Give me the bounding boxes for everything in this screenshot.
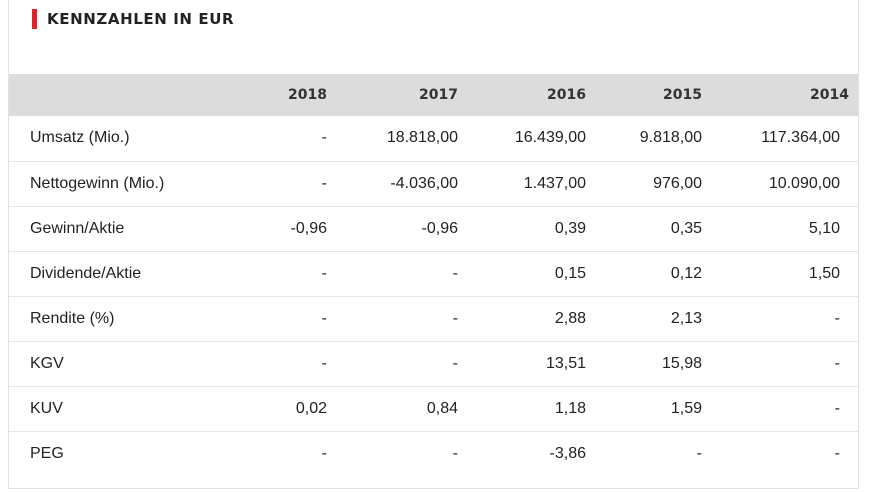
cell-value: 16.439,00 xyxy=(514,129,586,147)
cell-value: 0,39 xyxy=(554,219,586,237)
cell-value: 0,02 xyxy=(295,399,327,417)
cell-value: 117.364,00 xyxy=(761,129,840,147)
column-header-2018: 2018 xyxy=(288,87,327,103)
cell-value: 2,13 xyxy=(670,309,702,327)
cell-value: - xyxy=(321,129,327,147)
cell-value: - xyxy=(834,399,840,417)
cell-value: - xyxy=(321,309,327,327)
row-label: PEG xyxy=(30,444,64,462)
cell-value: 2,88 xyxy=(554,309,586,327)
cell-value: -0,96 xyxy=(421,219,458,237)
cell-value: 10.090,00 xyxy=(768,174,840,192)
cell-value: - xyxy=(321,264,327,282)
cell-value: - xyxy=(452,264,458,282)
cell-value: - xyxy=(834,444,840,462)
row-label: Dividende/Aktie xyxy=(30,264,142,282)
cell-value: 1,59 xyxy=(670,399,702,417)
cell-value: 0,15 xyxy=(554,264,586,282)
cell-value: 9.818,00 xyxy=(639,129,702,147)
table-row: KGV - - 13,51 15,98 - xyxy=(9,341,858,386)
table-row: Nettogewinn (Mio.) - -4.036,00 1.437,00 … xyxy=(9,161,858,206)
cell-value: 1,50 xyxy=(808,264,840,282)
cell-value: - xyxy=(834,354,840,372)
section-heading: KENNZAHLEN IN EUR xyxy=(32,9,234,29)
cell-value: - xyxy=(452,354,458,372)
table-row: KUV 0,02 0,84 1,18 1,59 - xyxy=(9,386,858,431)
cell-value: 0,35 xyxy=(670,219,702,237)
row-label: KUV xyxy=(30,399,63,417)
row-label: KGV xyxy=(30,354,64,372)
table-row: Gewinn/Aktie -0,96 -0,96 0,39 0,35 5,10 xyxy=(9,206,858,251)
cell-value: 15,98 xyxy=(661,354,702,372)
table-row: Dividende/Aktie - - 0,15 0,12 1,50 xyxy=(9,251,858,296)
cell-value: 976,00 xyxy=(653,174,702,192)
row-label: Nettogewinn (Mio.) xyxy=(30,174,165,192)
cell-value: 0,84 xyxy=(426,399,458,417)
heading-accent-bar xyxy=(32,9,37,29)
cell-value: 13,51 xyxy=(545,354,586,372)
row-label: Umsatz (Mio.) xyxy=(30,129,130,147)
cell-value: 1,18 xyxy=(554,399,586,417)
table-row: PEG - - -3,86 - - xyxy=(9,431,858,476)
cell-value: -4.036,00 xyxy=(390,174,458,192)
table-header-row: 2018 2017 2016 2015 2014 xyxy=(9,74,858,116)
row-label: Rendite (%) xyxy=(30,309,115,327)
column-header-2014: 2014 xyxy=(810,87,849,103)
cell-value: 5,10 xyxy=(808,219,840,237)
cell-value: - xyxy=(834,309,840,327)
cell-value: 1.437,00 xyxy=(523,174,586,192)
column-header-2015: 2015 xyxy=(663,87,702,103)
column-header-label xyxy=(9,74,220,116)
cell-value: - xyxy=(696,444,702,462)
table-row: Rendite (%) - - 2,88 2,13 - xyxy=(9,296,858,341)
cell-value: - xyxy=(321,444,327,462)
cell-value: -0,96 xyxy=(290,219,327,237)
cell-value: - xyxy=(321,354,327,372)
row-label: Gewinn/Aktie xyxy=(30,219,125,237)
cell-value: - xyxy=(321,174,327,192)
column-header-2017: 2017 xyxy=(419,87,458,103)
section-title: KENNZAHLEN IN EUR xyxy=(47,10,235,28)
cell-value: - xyxy=(452,444,458,462)
column-header-2016: 2016 xyxy=(547,87,586,103)
cell-value: 0,12 xyxy=(670,264,702,282)
key-figures-table: 2018 2017 2016 2015 2014 Umsatz (Mio.) -… xyxy=(9,74,858,476)
table-row: Umsatz (Mio.) - 18.818,00 16.439,00 9.81… xyxy=(9,116,858,161)
cell-value: - xyxy=(452,309,458,327)
key-figures-panel: KENNZAHLEN IN EUR 2018 2017 2016 2015 20… xyxy=(8,0,859,489)
cell-value: 18.818,00 xyxy=(386,129,458,147)
cell-value: -3,86 xyxy=(549,444,586,462)
